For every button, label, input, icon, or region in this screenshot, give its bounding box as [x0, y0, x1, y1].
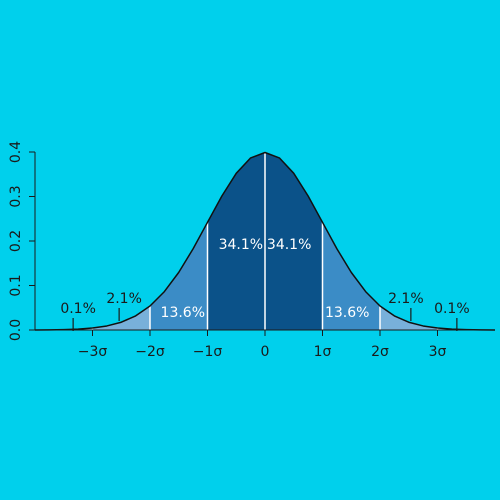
region [92, 305, 150, 330]
y-tick-label: 0.3 [8, 185, 24, 207]
x-tick-label: −3σ [78, 344, 108, 360]
region-label: 2.1% [106, 291, 142, 307]
y-tick-label: 0.0 [8, 319, 24, 341]
x-tick-label: 2σ [371, 344, 389, 360]
y-tick-label: 0.4 [8, 141, 24, 163]
region-label: 0.1% [60, 301, 96, 317]
x-tick-label: −2σ [135, 344, 165, 360]
region-label: 13.6% [161, 305, 205, 321]
y-tick-label: 0.1 [8, 274, 24, 296]
region-label: 13.6% [325, 305, 369, 321]
x-tick-label: −1σ [193, 344, 223, 360]
x-tick-label: 3σ [429, 344, 447, 360]
region-label: 34.1% [267, 237, 311, 253]
x-tick-label: 1σ [314, 344, 332, 360]
region [380, 305, 438, 330]
x-tick-label: 0 [261, 344, 270, 360]
y-tick-label: 0.2 [8, 230, 24, 252]
density-curve [34, 151, 496, 331]
region-label: 2.1% [388, 291, 424, 307]
region-label: 34.1% [219, 237, 263, 253]
region-label: 0.1% [434, 301, 470, 317]
